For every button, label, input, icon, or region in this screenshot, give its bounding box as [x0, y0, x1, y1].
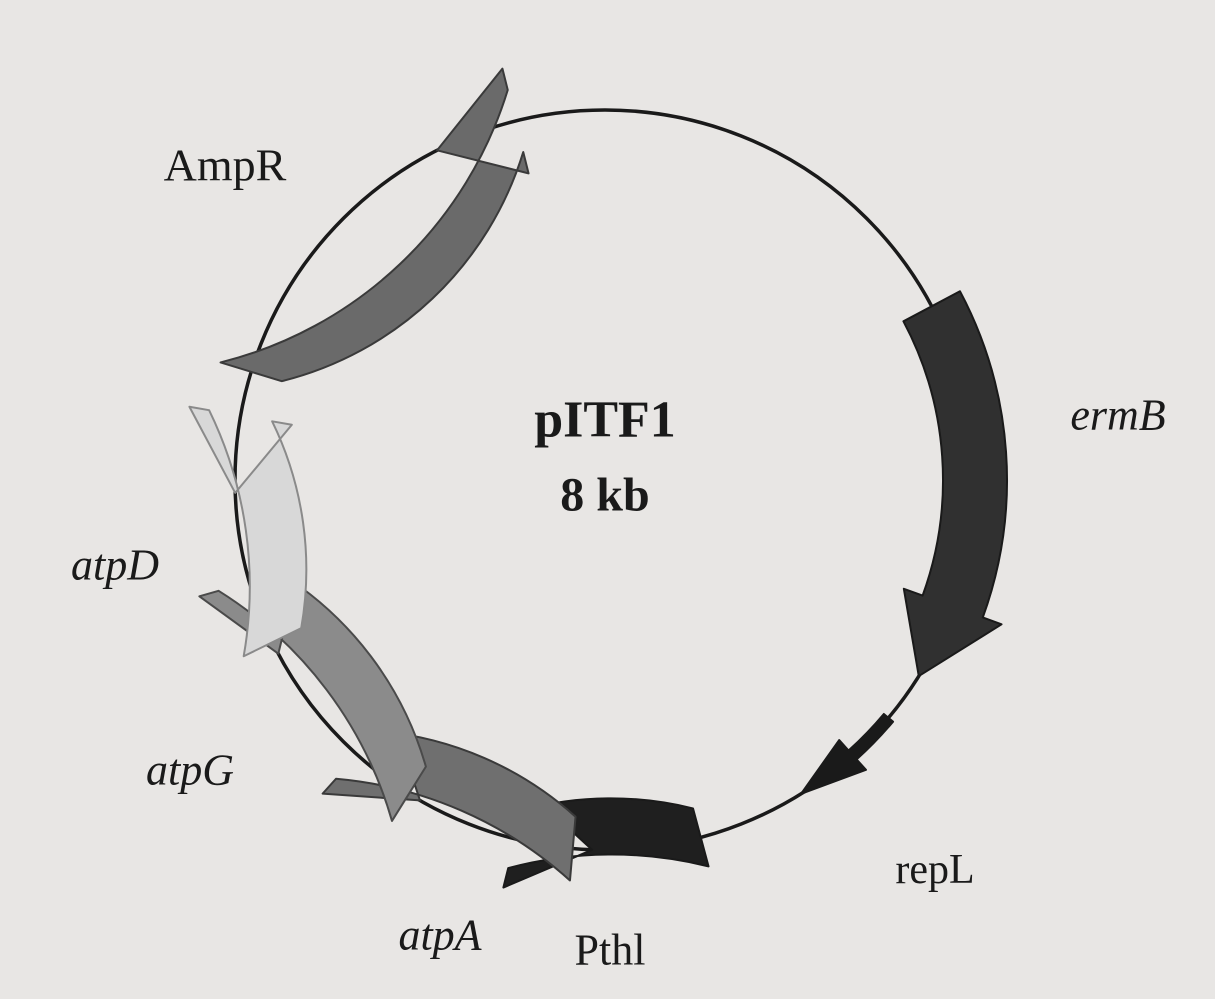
feature-label-Pthl: Pthl: [575, 925, 646, 976]
plasmid-map: pITF1 8 kb ermB repL Pthl atpA atpG atpD AmpR: [0, 0, 1215, 999]
feature-arrow-ermB: [903, 291, 1007, 676]
feature-label-ermB: ermB: [1070, 390, 1165, 441]
feature-label-atpD: atpD: [71, 540, 159, 591]
feature-label-atpG: atpG: [146, 745, 234, 796]
plasmid-name: pITF1: [534, 391, 676, 450]
plasmid-size: 8 kb: [560, 468, 649, 523]
feature-label-repL: repL: [895, 846, 974, 894]
feature-arrow-repL: [801, 714, 893, 794]
feature-label-atpA: atpA: [398, 910, 481, 961]
feature-arrow-atpD: [189, 407, 306, 657]
feature-label-AmpR: AmpR: [164, 139, 287, 192]
